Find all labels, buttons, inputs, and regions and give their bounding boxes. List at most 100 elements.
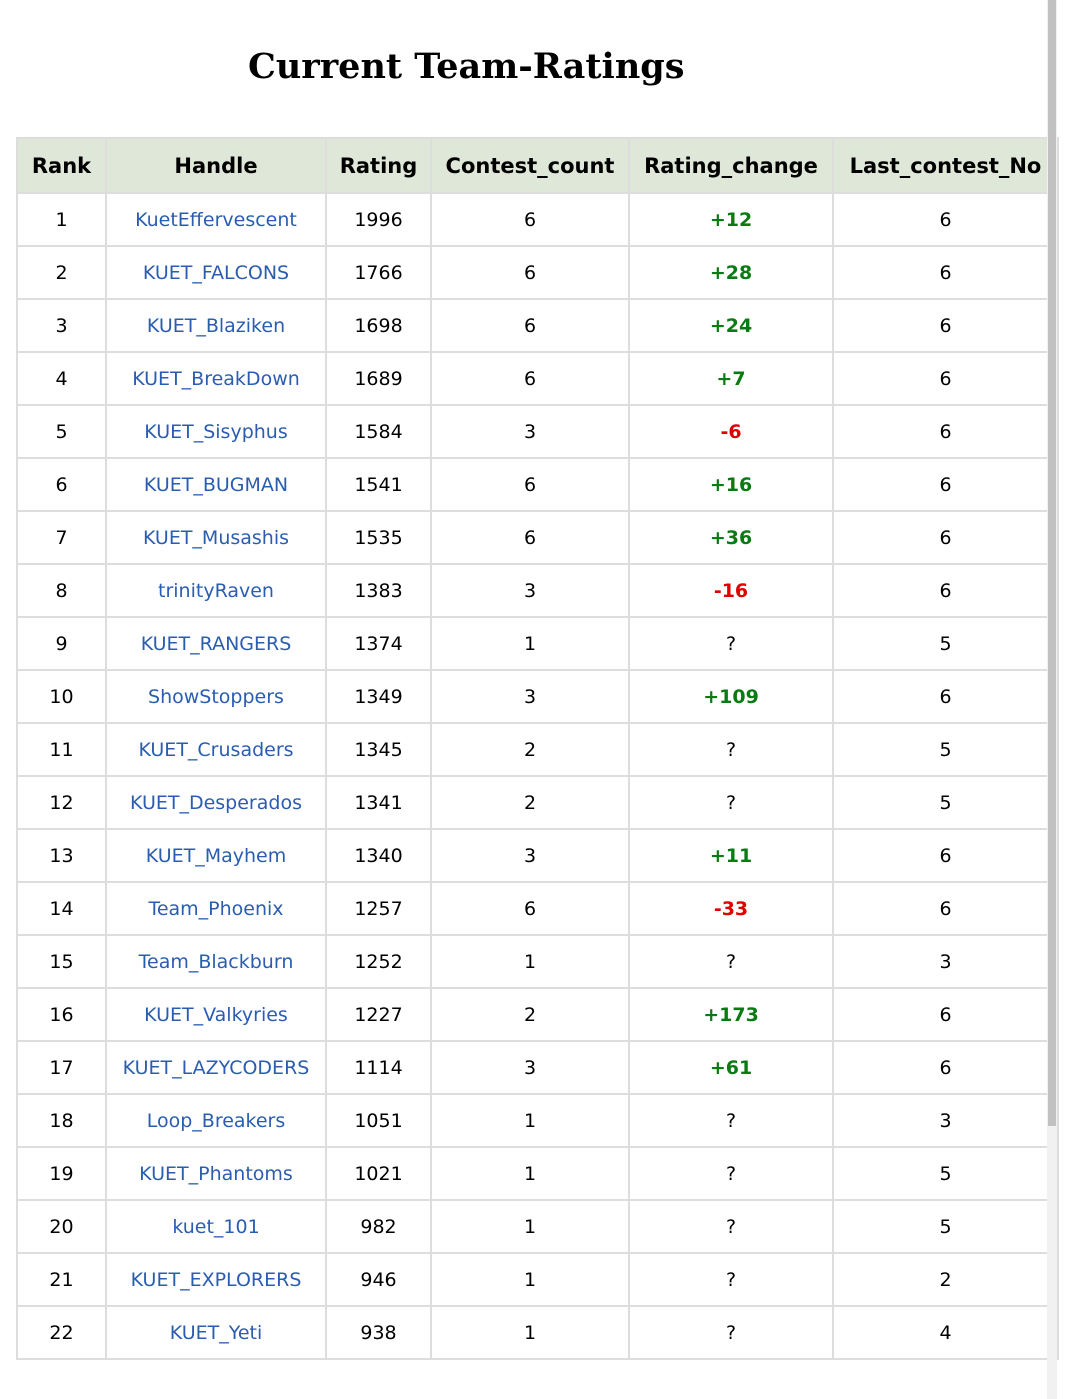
cell-last-contest-no: 6 (832, 510, 1059, 565)
cell-contest-count: 1 (430, 1093, 630, 1148)
table-row: 18 Loop_Breakers 1051 1? 3 (16, 1093, 1059, 1148)
cell-rating-change: +28 (628, 245, 834, 300)
cell-contest-count: 6 (430, 298, 630, 353)
cell-rating: 1535 (325, 510, 432, 565)
cell-handle-link[interactable]: trinityRaven (105, 563, 327, 618)
cell-rank: 6 (16, 457, 107, 512)
cell-contest-count: 6 (430, 245, 630, 300)
cell-handle-link[interactable]: Team_Phoenix (105, 881, 327, 936)
table-row: 14 Team_Phoenix 1257 6 -33 6 (16, 881, 1059, 936)
cell-last-contest-no: 3 (832, 1093, 1059, 1148)
cell-rating-change: ? (628, 1252, 834, 1307)
table-body: 1 KuetEffervescent 1996 6 +12 6 2 KUET_FALCONS 1… (16, 192, 1059, 1360)
cell-last-contest-no: 5 (832, 1199, 1059, 1254)
table-row: 4 KUET_BreakDown 1689 6 +7 6 (16, 351, 1059, 406)
cell-rating: 1341 (325, 775, 432, 830)
cell-rating: 982 (325, 1199, 432, 1254)
cell-handle-link[interactable]: KUET_Mayhem (105, 828, 327, 883)
table-row: 11 KUET_Crusaders 1345 2? 5 (16, 722, 1059, 777)
cell-rank: 15 (16, 934, 107, 989)
cell-handle-link[interactable]: KUET_Phantoms (105, 1146, 327, 1201)
cell-last-contest-no: 6 (832, 881, 1059, 936)
cell-handle-link[interactable]: KUET_BUGMAN (105, 457, 327, 512)
table-row: 15 Team_Blackburn 1252 1? 3 (16, 934, 1059, 989)
table-row: 19 KUET_Phantoms 1021 1? 5 (16, 1146, 1059, 1201)
cell-rating: 1689 (325, 351, 432, 406)
cell-rating: 1374 (325, 616, 432, 671)
cell-rating: 1340 (325, 828, 432, 883)
cell-handle-link[interactable]: Loop_Breakers (105, 1093, 327, 1148)
cell-rating: 1996 (325, 192, 432, 247)
cell-handle-link[interactable]: KUET_LAZYCODERS (105, 1040, 327, 1095)
cell-contest-count: 3 (430, 828, 630, 883)
cell-handle-link[interactable]: KUET_Valkyries (105, 987, 327, 1042)
cell-rating: 1345 (325, 722, 432, 777)
cell-last-contest-no: 6 (832, 457, 1059, 512)
cell-handle-link[interactable]: KUET_BreakDown (105, 351, 327, 406)
cell-contest-count: 6 (430, 457, 630, 512)
cell-handle-link[interactable]: kuet_101 (105, 1199, 327, 1254)
cell-rank: 3 (16, 298, 107, 353)
cell-rating: 1766 (325, 245, 432, 300)
cell-rating: 1698 (325, 298, 432, 353)
cell-handle-link[interactable]: KUET_EXPLORERS (105, 1252, 327, 1307)
cell-rank: 17 (16, 1040, 107, 1095)
cell-rank: 8 (16, 563, 107, 618)
table-row: 7 KUET_Musashis 1535 6 +36 6 (16, 510, 1059, 565)
cell-contest-count: 3 (430, 1040, 630, 1095)
cell-rank: 4 (16, 351, 107, 406)
column-header-contest-count: Contest_count (430, 137, 630, 194)
cell-handle-link[interactable]: Team_Blackburn (105, 934, 327, 989)
cell-rating-change: ? (628, 722, 834, 777)
cell-rating: 1252 (325, 934, 432, 989)
cell-contest-count: 6 (430, 881, 630, 936)
cell-contest-count: 1 (430, 1305, 630, 1360)
cell-rating-change: -6 (628, 404, 834, 459)
cell-rating-change: -33 (628, 881, 834, 936)
cell-handle-link[interactable]: KUET_Sisyphus (105, 404, 327, 459)
table-row: 16 KUET_Valkyries 1227 2 +173 6 (16, 987, 1059, 1042)
cell-last-contest-no: 5 (832, 1146, 1059, 1201)
cell-handle-link[interactable]: KUET_Crusaders (105, 722, 327, 777)
cell-rating: 1584 (325, 404, 432, 459)
cell-handle-link[interactable]: ShowStoppers (105, 669, 327, 724)
cell-last-contest-no: 6 (832, 351, 1059, 406)
table-row: 8 trinityRaven 1383 3 -16 6 (16, 563, 1059, 618)
cell-handle-link[interactable]: KUET_Blaziken (105, 298, 327, 353)
cell-handle-link[interactable]: KuetEffervescent (105, 192, 327, 247)
cell-handle-link[interactable]: KUET_FALCONS (105, 245, 327, 300)
vertical-scrollbar[interactable] (1047, 0, 1057, 1399)
cell-handle-link[interactable]: KUET_Musashis (105, 510, 327, 565)
scrollbar-thumb[interactable] (1048, 0, 1056, 1126)
cell-last-contest-no: 6 (832, 245, 1059, 300)
cell-rank: 7 (16, 510, 107, 565)
cell-handle-link[interactable]: KUET_RANGERS (105, 616, 327, 671)
cell-handle-link[interactable]: KUET_Desperados (105, 775, 327, 830)
cell-rank: 19 (16, 1146, 107, 1201)
cell-rank: 12 (16, 775, 107, 830)
cell-handle-link[interactable]: KUET_Yeti (105, 1305, 327, 1360)
cell-rating: 1257 (325, 881, 432, 936)
cell-last-contest-no: 3 (832, 934, 1059, 989)
cell-last-contest-no: 6 (832, 563, 1059, 618)
cell-contest-count: 2 (430, 775, 630, 830)
cell-rating-change: ? (628, 1305, 834, 1360)
table-row: 12 KUET_Desperados 1341 2? 5 (16, 775, 1059, 830)
cell-contest-count: 3 (430, 563, 630, 618)
cell-last-contest-no: 5 (832, 775, 1059, 830)
column-header-rating: Rating (325, 137, 432, 194)
cell-rating-change: +24 (628, 298, 834, 353)
cell-last-contest-no: 4 (832, 1305, 1059, 1360)
cell-last-contest-no: 6 (832, 404, 1059, 459)
cell-rank: 18 (16, 1093, 107, 1148)
table-row: 20 kuet_101 982 1? 5 (16, 1199, 1059, 1254)
cell-rating: 1114 (325, 1040, 432, 1095)
table-row: 13 KUET_Mayhem 1340 3 +11 6 (16, 828, 1059, 883)
cell-rating-change: +16 (628, 457, 834, 512)
table-row: 5 KUET_Sisyphus 1584 3 -6 6 (16, 404, 1059, 459)
cell-last-contest-no: 6 (832, 192, 1059, 247)
cell-last-contest-no: 6 (832, 828, 1059, 883)
cell-rank: 11 (16, 722, 107, 777)
cell-contest-count: 1 (430, 1252, 630, 1307)
cell-rating: 1541 (325, 457, 432, 512)
